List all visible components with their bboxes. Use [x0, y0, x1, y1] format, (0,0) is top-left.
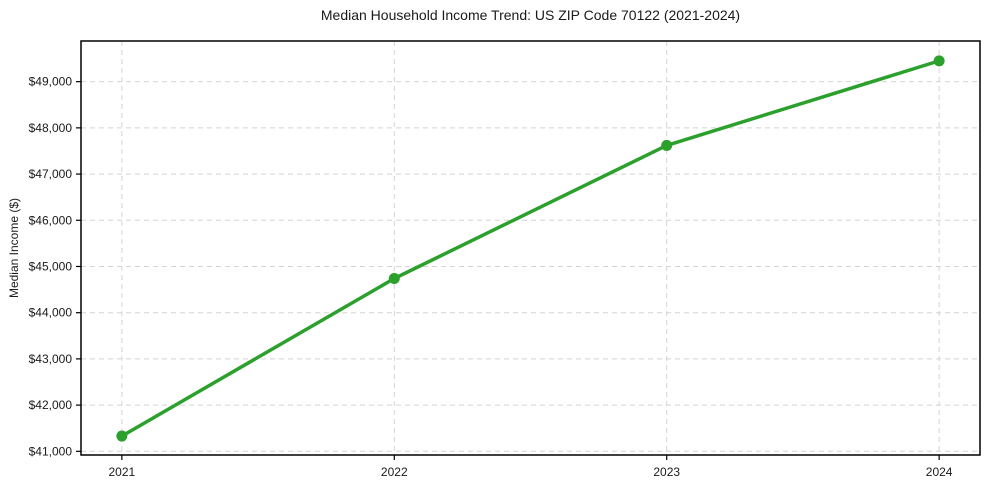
x-tick-label: 2022	[381, 465, 408, 479]
x-tick-label: 2024	[926, 465, 953, 479]
data-point-2022	[388, 272, 400, 284]
y-axis-label: Median Income ($)	[7, 197, 21, 299]
y-tick-label: $49,000	[29, 75, 73, 89]
trend-line	[120, 59, 941, 438]
axes-frame	[80, 40, 981, 456]
y-tick-label: $46,000	[29, 213, 73, 227]
y-tick-label: $42,000	[29, 398, 73, 412]
y-tick-label: $48,000	[29, 121, 73, 135]
y-tick-label: $44,000	[29, 306, 73, 320]
y-tick-label: $45,000	[29, 259, 73, 273]
data-point-2021	[116, 430, 128, 442]
y-tick-label: $41,000	[29, 444, 73, 458]
chart-title: Median Household Income Trend: US ZIP Co…	[320, 7, 741, 23]
y-tick-label: $47,000	[29, 167, 73, 181]
x-tick-label: 2021	[109, 465, 136, 479]
x-tick-label: 2023	[653, 465, 680, 479]
data-point-2024	[933, 55, 945, 67]
data-point-2023	[661, 139, 673, 151]
y-tick-label: $43,000	[29, 352, 73, 366]
